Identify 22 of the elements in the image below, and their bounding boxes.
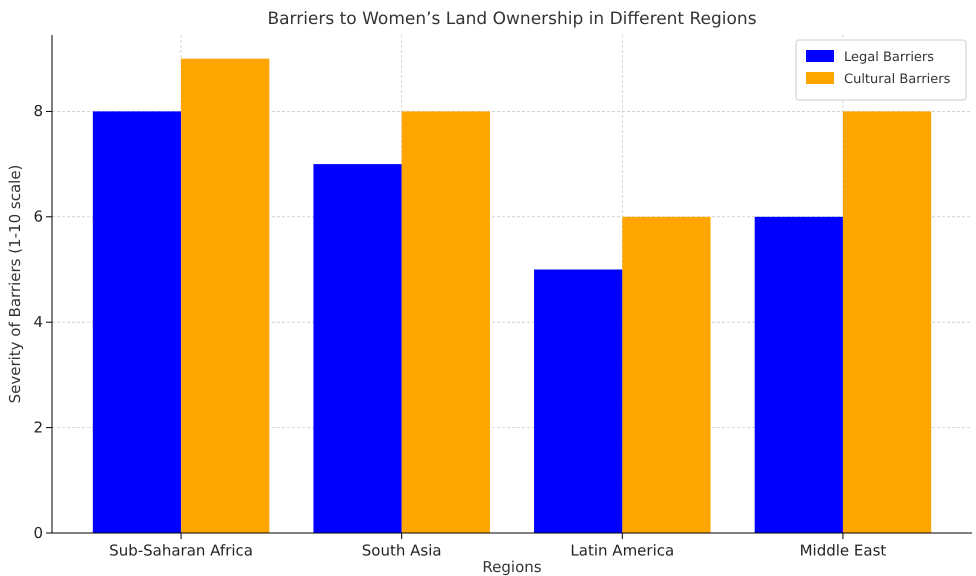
y-tick-label: 4 — [33, 313, 43, 332]
y-tick-label: 2 — [33, 418, 43, 436]
bar — [313, 164, 402, 533]
y-tick-label: 0 — [33, 524, 43, 542]
y-tick-label: 6 — [33, 208, 43, 226]
bar — [622, 216, 711, 533]
bar — [92, 111, 182, 533]
x-tick-label: Latin America — [570, 542, 674, 560]
y-axis-title: Severity of Barriers (1-10 scale) — [6, 164, 24, 404]
x-tick-label: Sub-Saharan Africa — [109, 542, 253, 560]
y-tick-label: 8 — [33, 102, 43, 120]
legend-label: Cultural Barriers — [844, 72, 951, 87]
bar — [181, 58, 270, 533]
legend-label: Legal Barriers — [844, 50, 934, 65]
bar — [402, 111, 490, 533]
x-tick-label: Middle East — [800, 542, 886, 560]
bar — [534, 270, 622, 533]
bar — [754, 216, 843, 533]
x-tick-label: South Asia — [362, 542, 442, 560]
chart-title: Barriers to Women’s Land Ownership in Different Regions — [267, 9, 757, 29]
x-axis-title: Regions — [482, 558, 542, 576]
bar — [842, 111, 932, 533]
